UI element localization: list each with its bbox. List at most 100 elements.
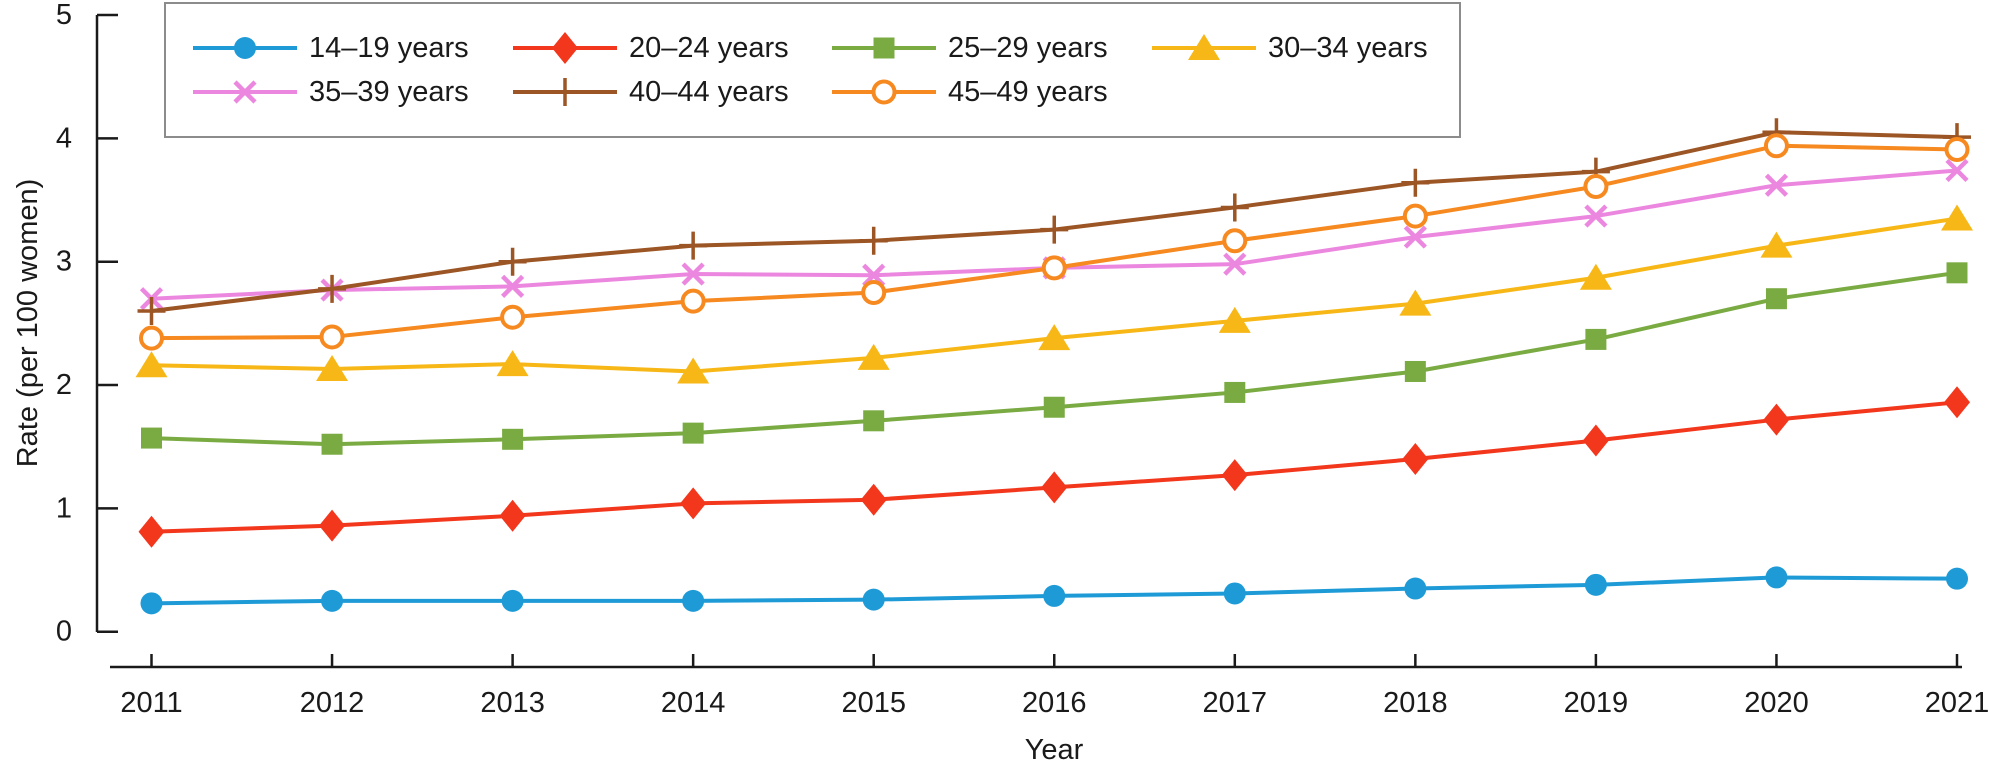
series-marker-45-49-years-2015 <box>861 280 887 306</box>
series-marker-30-34-years-2016 <box>1038 324 1071 351</box>
legend-marker-30-34-years <box>1188 34 1220 60</box>
series-marker-25-29-years-2020 <box>1765 288 1787 310</box>
series-marker-20-24-years-2021 <box>1944 386 1970 419</box>
series-marker-14-19-years-2014 <box>682 589 705 612</box>
series-marker-45-49-years-2019 <box>1583 173 1609 199</box>
series-marker-30-34-years-2011 <box>135 351 168 378</box>
series-marker-40-44-years-2017 <box>1220 193 1249 222</box>
legend-marker-20-24-years <box>552 32 578 64</box>
series-marker-25-29-years-2011 <box>141 427 162 449</box>
series-marker-25-29-years-2014 <box>682 422 704 444</box>
series-marker-25-29-years-2017 <box>1224 381 1246 403</box>
y-tick-label: 0 <box>56 616 72 648</box>
legend-box <box>164 2 1461 138</box>
series-marker-25-29-years-2016 <box>1043 396 1065 418</box>
series-marker-35-39-years-2015 <box>862 263 886 287</box>
series-marker-25-29-years-2012 <box>321 433 343 455</box>
series-marker-20-24-years-2018 <box>1402 443 1429 476</box>
legend-marker-35-39-years <box>233 80 257 104</box>
legend-label-30-34-years: 30–34 years <box>1268 32 1428 64</box>
y-tick-label: 5 <box>56 0 72 31</box>
x-tick-label: 2017 <box>1203 687 1268 719</box>
series-marker-45-49-years-2013 <box>500 304 526 330</box>
series-marker-14-19-years-2016 <box>1043 584 1066 607</box>
y-tick-label: 4 <box>56 122 72 154</box>
legend-label-45-49-years: 45–49 years <box>948 76 1108 108</box>
series-marker-45-49-years-2011 <box>139 325 164 351</box>
legend-marker-40-44-years <box>551 78 579 106</box>
series-marker-45-49-years-2012 <box>319 324 345 350</box>
x-tick-label: 2014 <box>661 687 726 719</box>
series-line-25-29-years <box>151 270 1958 447</box>
series-marker-45-49-years-2020 <box>1763 133 1789 159</box>
series-marker-14-19-years-2015 <box>862 588 885 611</box>
series-marker-40-44-years-2014 <box>679 231 708 260</box>
series-marker-40-44-years-2016 <box>1040 215 1069 244</box>
series-marker-20-24-years-2011 <box>138 515 165 548</box>
series-marker-25-29-years-2019 <box>1585 328 1607 350</box>
y-tick-label: 3 <box>56 246 72 278</box>
series-marker-25-29-years-2018 <box>1404 360 1426 382</box>
series-marker-25-29-years-2015 <box>863 410 885 432</box>
series-marker-20-24-years-2019 <box>1582 424 1609 457</box>
x-tick-label: 2018 <box>1383 687 1448 719</box>
series-marker-35-39-years-2014 <box>681 262 705 286</box>
series-marker-40-44-years-2015 <box>859 226 888 255</box>
series-marker-14-19-years-2020 <box>1765 566 1788 589</box>
series-marker-40-44-years-2012 <box>318 274 347 303</box>
series-marker-30-34-years-2021 <box>1941 204 1973 231</box>
series-marker-20-24-years-2016 <box>1041 471 1068 504</box>
series-marker-35-39-years-2017 <box>1223 252 1247 276</box>
series-marker-30-34-years-2015 <box>857 343 890 370</box>
series-marker-25-29-years-2021 <box>1946 262 1968 284</box>
series-marker-14-19-years-2012 <box>321 589 344 612</box>
y-axis-title: Rate (per 100 women) <box>12 179 44 468</box>
series-marker-20-24-years-2012 <box>319 509 346 542</box>
x-tick-label: 2016 <box>1022 687 1087 719</box>
series-marker-35-39-years-2013 <box>501 274 525 298</box>
series-marker-40-44-years-2011 <box>137 297 166 326</box>
x-tick-label: 2012 <box>300 687 365 719</box>
series-marker-35-39-years-2019 <box>1584 204 1608 228</box>
series-marker-14-19-years-2019 <box>1584 573 1607 596</box>
series-marker-30-34-years-2014 <box>677 357 710 384</box>
legend-marker-25-29-years <box>873 37 895 59</box>
x-tick-label: 2015 <box>841 687 906 719</box>
series-marker-30-34-years-2018 <box>1399 289 1432 316</box>
x-tick-label: 2011 <box>120 687 182 719</box>
series-marker-30-34-years-2017 <box>1218 306 1251 333</box>
x-tick-label: 2019 <box>1564 687 1629 719</box>
x-tick-label: 2021 <box>1925 687 1989 719</box>
x-tick-label: 2013 <box>480 687 545 719</box>
series-marker-20-24-years-2015 <box>860 483 887 516</box>
y-tick-label: 2 <box>56 369 72 401</box>
series-marker-14-19-years-2021 <box>1946 567 1968 590</box>
series-marker-14-19-years-2013 <box>501 589 524 612</box>
legend-marker-14-19-years <box>234 37 256 59</box>
legend-label-25-29-years: 25–29 years <box>948 32 1108 64</box>
x-tick-label: 2020 <box>1744 687 1809 719</box>
series-marker-40-44-years-2018 <box>1401 168 1430 197</box>
series-marker-30-34-years-2012 <box>316 355 349 382</box>
series-marker-25-29-years-2013 <box>502 428 524 450</box>
legend-label-20-24-years: 20–24 years <box>629 32 789 64</box>
series-marker-35-39-years-2018 <box>1403 225 1427 249</box>
y-tick-label: 1 <box>56 492 72 524</box>
series-marker-14-19-years-2018 <box>1404 577 1427 600</box>
series-marker-35-39-years-2021 <box>1945 158 1969 183</box>
legend-label-14-19-years: 14–19 years <box>309 32 469 64</box>
series-marker-14-19-years-2017 <box>1223 582 1246 605</box>
series-marker-45-49-years-2018 <box>1402 203 1428 229</box>
series-marker-20-24-years-2014 <box>680 487 707 520</box>
series-marker-20-24-years-2013 <box>499 499 526 532</box>
legend-label-35-39-years: 35–39 years <box>309 76 469 108</box>
series-marker-35-39-years-2020 <box>1764 173 1789 197</box>
series-marker-20-24-years-2017 <box>1221 459 1248 492</box>
series-marker-20-24-years-2020 <box>1763 403 1790 436</box>
x-axis-title: Year <box>1025 734 1084 766</box>
series-marker-30-34-years-2020 <box>1760 231 1793 258</box>
legend-marker-45-49-years <box>871 79 897 105</box>
legend-label-40-44-years: 40–44 years <box>629 76 789 108</box>
